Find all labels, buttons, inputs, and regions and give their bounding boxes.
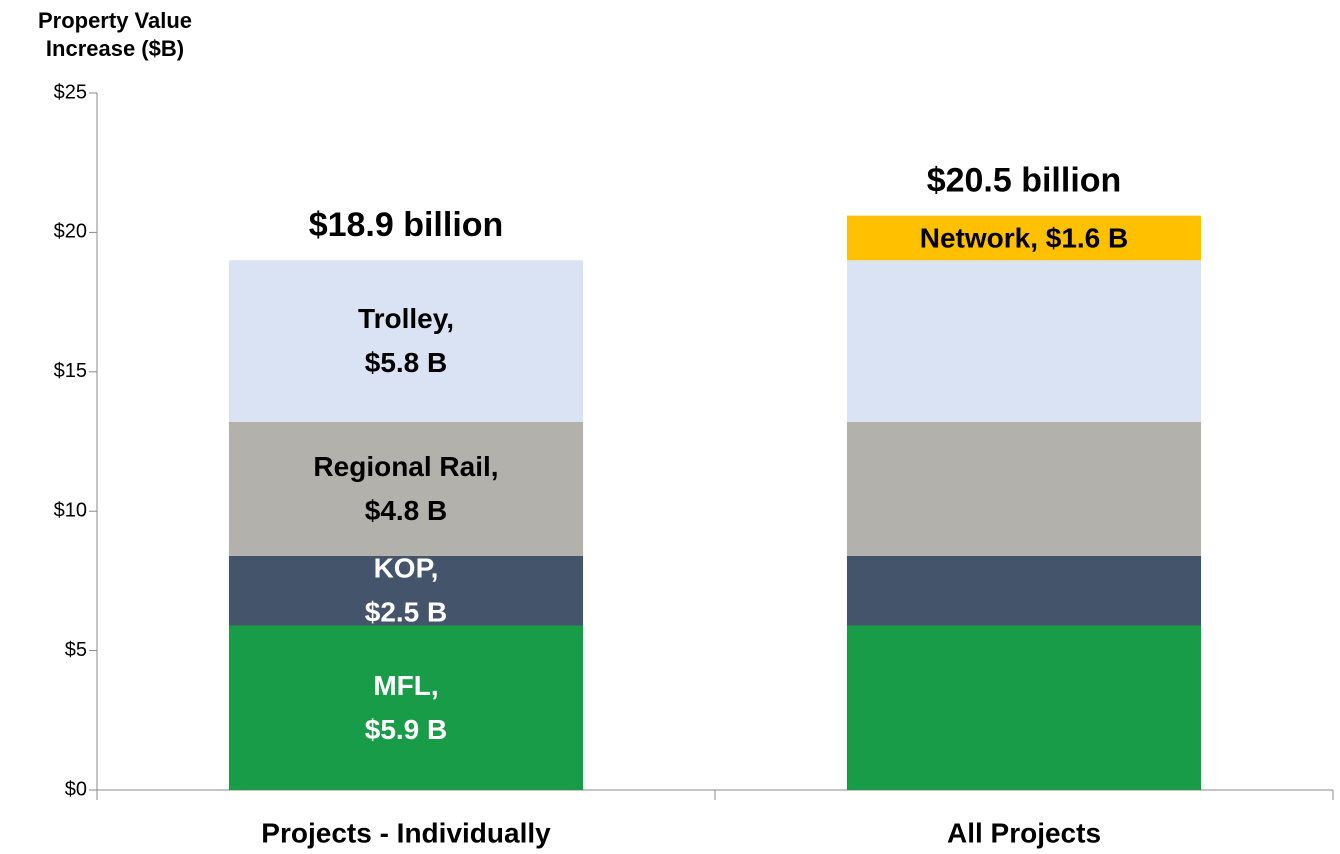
y-tick-label: $15 (54, 360, 87, 382)
value-label: Network, $1.6 B (920, 222, 1129, 253)
value-label: Trolley, $5.8 B (358, 304, 454, 379)
total-label: $20.5 billion (927, 161, 1122, 199)
x-tick-label: All Projects (947, 817, 1101, 848)
bar-segment (846, 555, 1202, 626)
y-tick-label: $0 (65, 778, 87, 800)
y-tick-label: $25 (54, 81, 87, 103)
bar-segment (228, 555, 584, 626)
bar-segment (228, 260, 584, 422)
value-label: Regional Rail, $4.8 B (313, 451, 498, 526)
y-tick-label: $5 (65, 639, 87, 661)
bar-segment (846, 260, 1202, 422)
y-tick-label: $20 (54, 221, 87, 243)
value-label: KOP, $2.5 B (365, 553, 448, 628)
bar-segment (228, 421, 584, 556)
bar-segment (228, 625, 584, 790)
total-label: $18.9 billion (309, 206, 504, 244)
bar-segment (846, 215, 1202, 261)
y-axis-title: Property Value Increase ($B) (38, 8, 192, 61)
value-label: MFL, $5.9 B (365, 670, 448, 745)
x-tick-label: Projects - Individually (261, 817, 551, 848)
bar-segment (846, 625, 1202, 790)
bar-segment (846, 421, 1202, 556)
y-tick-label: $10 (54, 499, 87, 521)
